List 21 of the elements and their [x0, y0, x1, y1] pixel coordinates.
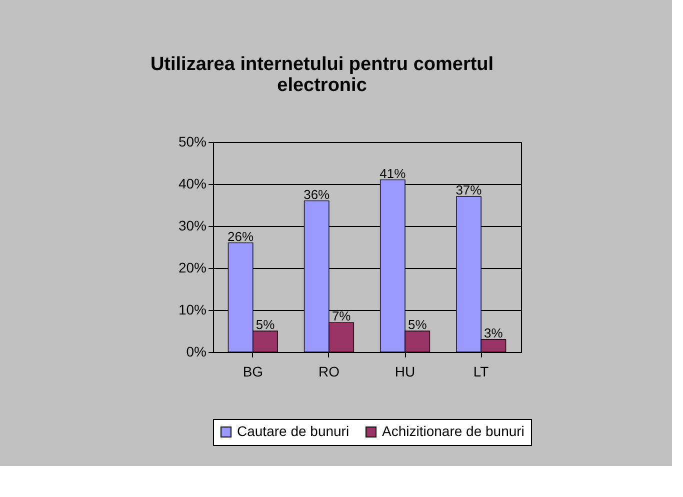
x-tick-label: RO	[318, 364, 340, 380]
data-label: 26%	[228, 228, 254, 244]
chart-title: Utilizarea internetului pentru comertul electronic	[150, 54, 494, 96]
x-tick-label: HU	[394, 364, 416, 380]
data-label: 5%	[256, 317, 276, 332]
data-label: 7%	[332, 308, 352, 324]
data-label: 3%	[484, 325, 504, 340]
y-tick-label: 10%	[178, 302, 206, 318]
y-tick-label: 20%	[178, 260, 206, 276]
x-tick-label: LT	[473, 364, 490, 380]
y-tick-label: 40%	[178, 176, 206, 192]
legend-label: Achizitionare de bunuri	[382, 423, 524, 439]
data-label: 41%	[380, 166, 406, 181]
data-label: 37%	[456, 182, 482, 198]
data-label: 36%	[304, 186, 330, 202]
y-tick-label: 30%	[178, 218, 206, 234]
y-tick-label: 0%	[186, 344, 206, 360]
y-tick-label: 50%	[178, 134, 206, 150]
legend-label: Cautare de bunuri	[237, 423, 350, 439]
data-label: 5%	[408, 317, 428, 332]
x-tick-label: BG	[242, 364, 264, 380]
